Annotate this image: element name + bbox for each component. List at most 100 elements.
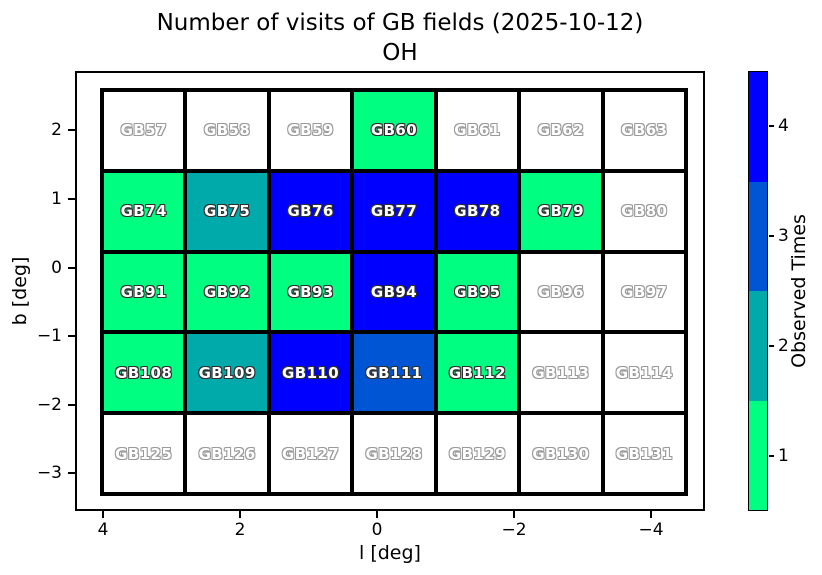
grid-cell-gb80: GB80 — [604, 172, 684, 250]
y-tick-mark — [68, 129, 75, 131]
grid-cell-gb75: GB75 — [187, 172, 267, 250]
y-tick-label: −3 — [36, 463, 62, 483]
grid-cell-gb130: GB130 — [521, 415, 601, 492]
field-label: GB131 — [615, 444, 673, 463]
grid-cell-gb63: GB63 — [604, 92, 684, 169]
y-tick-mark — [68, 472, 75, 474]
grid-cell-gb127: GB127 — [270, 415, 351, 492]
grid-cell-gb108: GB108 — [104, 334, 184, 412]
field-label: GB110 — [282, 363, 340, 382]
grid-cell-gb97: GB97 — [604, 253, 684, 331]
colorbar-segment — [749, 72, 767, 182]
field-label: GB111 — [365, 363, 423, 382]
x-tick-label: −2 — [501, 520, 527, 540]
field-label: GB61 — [454, 121, 501, 140]
field-label: GB113 — [532, 363, 590, 382]
y-tick-label: 0 — [51, 258, 62, 278]
grid-cell-gb91: GB91 — [104, 253, 184, 331]
field-label: GB96 — [537, 282, 584, 301]
field-label: GB95 — [454, 282, 501, 301]
colorbar — [748, 71, 768, 511]
colorbar-tick-label: 4 — [778, 116, 789, 136]
x-tick-label: −4 — [638, 520, 664, 540]
grid-cell-gb113: GB113 — [521, 334, 601, 412]
grid-cell-gb62: GB62 — [521, 92, 601, 169]
colorbar-tick-mark — [769, 455, 774, 457]
colorbar-tick-label: 1 — [778, 446, 789, 466]
grid-cell-gb93: GB93 — [270, 253, 351, 331]
grid-cell-gb128: GB128 — [354, 415, 434, 492]
field-label: GB127 — [282, 444, 340, 463]
colorbar-segment — [749, 400, 767, 510]
field-label: GB60 — [370, 121, 418, 140]
grid-cell-gb114: GB114 — [604, 334, 684, 412]
x-tick-label: 2 — [234, 520, 246, 540]
grid-cell-gb96: GB96 — [521, 253, 601, 331]
grid-cell-gb92: GB92 — [187, 253, 267, 331]
field-label: GB59 — [287, 121, 334, 140]
field-label: GB93 — [287, 282, 334, 301]
grid-cell-gb58: GB58 — [187, 92, 267, 169]
y-axis-label: b [deg] — [9, 256, 31, 326]
field-label: GB76 — [287, 202, 334, 221]
grid-cell-gb129: GB129 — [437, 415, 518, 492]
field-label: GB109 — [198, 363, 256, 382]
field-label: GB58 — [204, 121, 251, 140]
field-label: GB97 — [621, 282, 668, 301]
field-label: GB125 — [115, 444, 173, 463]
x-tick-mark — [513, 511, 515, 518]
chart-title-line1: Number of visits of GB fields (2025-10-1… — [156, 10, 644, 36]
field-label: GB128 — [365, 444, 423, 463]
grid-cell-gb57: GB57 — [104, 92, 184, 169]
x-tick-mark — [102, 511, 104, 518]
grid-cell-gb76: GB76 — [270, 172, 351, 250]
grid-cell-gb59: GB59 — [270, 92, 351, 169]
field-label: GB75 — [204, 202, 251, 221]
colorbar-segment — [749, 291, 767, 401]
field-label: GB74 — [120, 202, 167, 221]
field-label: GB79 — [537, 202, 584, 221]
grid-cell-gb77: GB77 — [354, 172, 434, 250]
colorbar-tick-mark — [769, 235, 774, 237]
grid-cell-gb79: GB79 — [521, 172, 601, 250]
grid-cell-gb109: GB109 — [187, 334, 267, 412]
grid-cell-gb131: GB131 — [604, 415, 684, 492]
grid-cell-gb125: GB125 — [104, 415, 184, 492]
field-label: GB62 — [537, 121, 584, 140]
field-label: GB77 — [370, 202, 418, 221]
grid-cell-gb95: GB95 — [437, 253, 518, 331]
grid-cell-gb74: GB74 — [104, 172, 184, 250]
y-tick-label: 1 — [51, 189, 62, 209]
colorbar-tick-label: 2 — [778, 336, 789, 356]
field-label: GB91 — [120, 282, 167, 301]
x-tick-label: 0 — [371, 520, 383, 540]
x-axis-label: l [deg] — [359, 542, 421, 564]
field-label: GB126 — [198, 444, 256, 463]
grid-cell-gb126: GB126 — [187, 415, 267, 492]
x-tick-label: 4 — [97, 520, 109, 540]
x-tick-mark — [239, 511, 241, 518]
field-label: GB129 — [448, 444, 506, 463]
y-tick-mark — [68, 335, 75, 337]
y-tick-label: −2 — [36, 395, 62, 415]
grid-cell-gb111: GB111 — [354, 334, 434, 412]
chart-title-line2: OH — [382, 39, 418, 66]
field-label: GB80 — [621, 202, 668, 221]
field-label: GB57 — [120, 121, 167, 140]
y-tick-mark — [68, 404, 75, 406]
chart-title: Number of visits of GB fields (2025-10-1… — [0, 9, 800, 69]
colorbar-tick-mark — [769, 125, 774, 127]
grid-cell-gb110: GB110 — [270, 334, 351, 412]
y-tick-label: −1 — [36, 326, 62, 346]
field-grid: GB57 GB58 GB59 GB60 GB61 GB62 GB63 GB74 GB75 GB76… — [100, 88, 688, 496]
x-tick-mark — [650, 511, 652, 518]
field-label: GB114 — [615, 363, 673, 382]
field-label: GB92 — [204, 282, 251, 301]
x-tick-mark — [376, 511, 378, 518]
grid-cell-gb112: GB112 — [437, 334, 518, 412]
y-tick-mark — [68, 267, 75, 269]
colorbar-tick-mark — [769, 345, 774, 347]
colorbar-tick-label: 3 — [778, 226, 789, 246]
field-label: GB94 — [370, 282, 418, 301]
